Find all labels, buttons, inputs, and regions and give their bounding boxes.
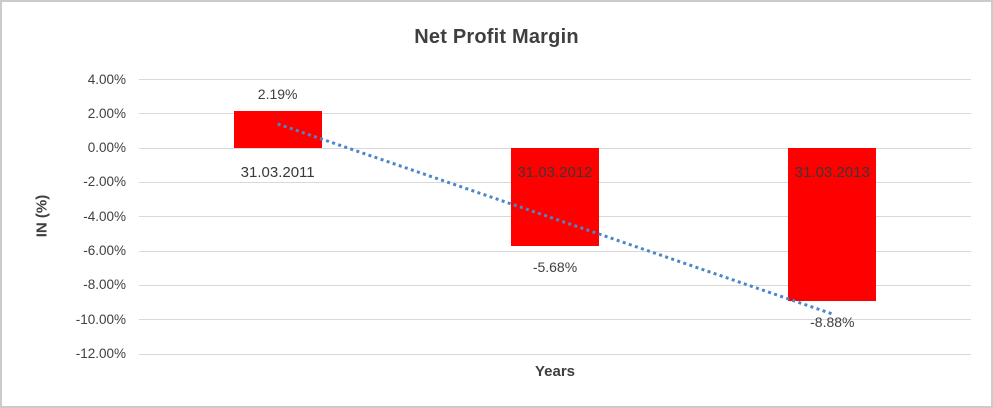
y-tick-label: -6.00% — [83, 243, 126, 259]
data-label: 2.19% — [257, 85, 298, 102]
y-tick-label: 4.00% — [87, 71, 126, 87]
y-tick-label: -10.00% — [75, 311, 126, 327]
chart-title: Net Profit Margin — [414, 26, 579, 48]
data-label: -8.88% — [810, 313, 855, 330]
y-tick-label: -2.00% — [83, 174, 126, 190]
y-tick-label: -8.00% — [83, 277, 126, 293]
y-tick-label: 2.00% — [87, 105, 126, 121]
y-tick-label: -4.00% — [83, 208, 126, 224]
data-label: -5.68% — [532, 258, 578, 275]
gridline — [139, 319, 971, 321]
gridline — [139, 353, 971, 355]
category-label: 31.03.2012 — [517, 164, 593, 182]
bar — [511, 148, 599, 246]
gridline — [139, 113, 971, 115]
y-tick-label: -12.00% — [75, 346, 126, 362]
category-label: 31.03.2013 — [794, 164, 870, 182]
category-label: 31.03.2011 — [240, 164, 315, 182]
x-axis-title: Years — [534, 363, 576, 380]
gridline — [139, 79, 971, 80]
y-tick-label: 0.00% — [87, 140, 126, 156]
bar — [233, 110, 322, 149]
